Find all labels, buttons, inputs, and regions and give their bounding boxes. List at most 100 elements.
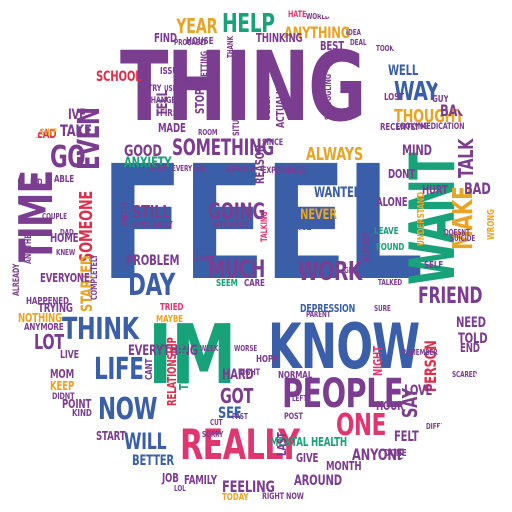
word-sleep: SLEEP [260,93,273,120]
word-one: ONE [336,408,386,443]
word-parent: PARENT [306,310,331,319]
word-situation: SITUATION [232,98,242,136]
word-much: MUCH [208,255,265,283]
word-around: AROUND [294,473,342,489]
word-didnt: DIDNT [52,392,75,402]
word-end: END [460,341,480,355]
word-depression: DEPRESSION [300,302,356,315]
word-work: WORK [298,257,362,287]
word-best: BEST [320,39,344,53]
word-kind: KIND [72,408,92,419]
word-pretty: PRETTY [120,201,129,226]
word-talk: TALK [454,138,478,178]
word-since: SINCE [262,138,284,148]
word-happy: HAPPY [194,254,216,263]
word-knew: KNEW [56,248,76,257]
word-looking: LOOKING [396,122,429,132]
word-took: TOOK [376,44,394,53]
word-hate: HATE [288,10,307,20]
word-hour: HOUR [376,399,404,413]
word-something: SOMETHING [172,136,274,161]
word-normal: NORMAL [278,370,313,381]
word-post: POST [284,412,303,422]
word-got: GOT [220,384,254,408]
word-thought: THOUGHT [394,106,464,127]
word-already: ALREADY [12,263,22,296]
word-made: MADE [158,121,186,135]
word-now: NOW [98,392,157,427]
word-anything: ANYTHING [284,23,350,42]
word-suicide: SUICIDE [450,234,476,243]
word-ive: IVE [68,107,86,123]
word-anxiety: ANXIETY [124,155,172,171]
word-happened: HAPPENED [26,296,69,307]
word-day: DAY [128,268,175,303]
word-couple: COUPLE [42,212,67,221]
word-nothing: NOTHING [18,311,63,325]
word-therapist: THERAPIST [177,337,191,390]
word-way: WAY [394,77,439,107]
word-room: ROOM [198,128,218,137]
word-try: TRY [148,84,162,94]
word-completely: COMPLETELY [90,254,100,300]
word-leave: LEAVE [374,226,399,237]
word-problem: PROBLEM [126,253,180,269]
word-night: NIGHT [371,346,385,376]
word-felt: FELT [394,429,419,445]
word-see: SEE [218,403,242,422]
word-done: DONE [384,448,407,459]
word-medication: MEDICATION [420,122,465,132]
word-shit: SHIT [40,128,57,138]
word-care: CARE [244,278,265,289]
word-everything: EVERYTHING [128,343,198,359]
word-actually: ACTUALLY [274,85,287,128]
word-someone: SOMEONE [76,190,97,262]
word-stop: STOP [193,88,207,114]
word-lot: LOT [34,330,64,354]
word-kid: KID [30,178,43,188]
word-without: WITHOUT [212,220,250,231]
word-month: MONTH [326,459,362,473]
word-experience: EXPERIENCE [262,166,306,176]
word-mental-health: MENTAL HEALTH [270,435,347,449]
word-im: IM [148,308,236,403]
word-family: FAMILY [184,473,217,487]
word-talking: TALKING [260,211,270,242]
word-keep: KEEP [50,379,75,393]
word-another: ANOTHER [24,229,34,264]
word-still: STILL [132,202,171,223]
word-guy: GUY [432,94,449,105]
word-first: FIRST [160,108,183,119]
word-lol: LOL [174,484,186,493]
word-cut: CUT [210,418,223,427]
word-able: ABLE [54,174,74,185]
word-left: LEFT [292,394,308,403]
word-understand: UNDERSTAND [416,192,427,246]
word-think: THINK [62,312,139,347]
word-issue: ISSUE [160,66,183,77]
word-whole: WHOLE [140,498,164,507]
word-everyone: EVERYONE [40,271,90,285]
word-hurt: HURT [422,183,448,197]
word-trying: TRYING [38,301,73,315]
word-head: HEAD [30,127,57,141]
word-used: USED [164,84,182,93]
word-last: LAST [275,432,289,456]
word-talked: TALKED [378,278,403,287]
word-always: ALWAYS [306,144,363,165]
word-cant: CANT [144,358,155,380]
word-point: POINT [62,397,92,411]
word-wanted: WANTED [314,185,362,201]
word-doesnt: DOESNT [444,228,470,237]
word-back: BACK [440,101,475,120]
word-deal: DEAL [350,38,367,47]
word-right-now: RIGHT NOW [262,492,304,502]
word-people: PEOPLE [282,371,404,417]
word-never: NEVER [300,207,337,223]
word-past: PAST [232,412,248,421]
word-found: FOUND [376,242,405,253]
word-going: GOING [208,200,266,225]
word-thank: THANK [226,36,235,58]
